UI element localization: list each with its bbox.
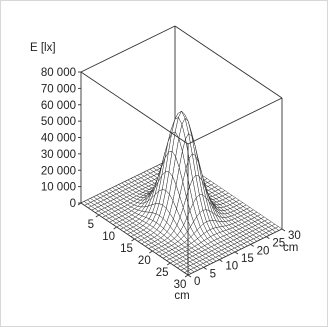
z-axis-label: E [lx] — [30, 42, 56, 54]
z-tick-label: 20 000 — [41, 165, 76, 177]
x-tick — [77, 202, 82, 206]
x-tick-label: 20 — [138, 255, 151, 267]
y-tick — [187, 274, 192, 278]
y-tick — [219, 259, 223, 263]
z-tick-label: 0 — [70, 198, 76, 210]
y-tick-label: 20 — [257, 245, 270, 257]
z-tick-label: 30 000 — [41, 149, 76, 161]
z-tick-label: 60 000 — [41, 100, 76, 112]
x-tick — [95, 214, 100, 218]
x-tick — [184, 274, 189, 278]
y-tick — [234, 251, 239, 255]
y-tick-label: 15 — [241, 253, 254, 265]
axis-ticks: 0 10 000 20 000 30 000 40 000 50 000 60 000 70 … — [41, 67, 301, 302]
box-edge-top-left — [80, 25, 176, 73]
x-tick-label: 15 — [120, 243, 133, 255]
x-tick-label: 5 — [88, 219, 94, 231]
y-tick — [281, 228, 286, 232]
y-tick-label: 0 — [194, 276, 200, 288]
x-tick — [149, 250, 153, 254]
box-edge-top-front — [80, 71, 189, 145]
z-tick-label: 10 000 — [41, 182, 76, 194]
y-axis-label: cm — [283, 242, 298, 254]
x-axis-label: cm — [174, 290, 189, 302]
y-tick-label: 5 — [210, 268, 216, 280]
z-tick-label: 80 000 — [41, 67, 76, 79]
x-tick — [166, 262, 171, 266]
box-edge-top-right — [187, 97, 283, 145]
z-tick-label: 50 000 — [41, 116, 76, 128]
y-tick-label: 30 — [288, 230, 301, 242]
box-edge-top-back — [174, 25, 283, 99]
z-tick-label: 70 000 — [41, 83, 76, 95]
x-tick-label: 25 — [156, 267, 169, 279]
x-tick-label: 10 — [102, 231, 115, 243]
y-tick-label: 10 — [225, 261, 238, 273]
x-tick — [131, 238, 135, 242]
z-tick-label: 40 000 — [41, 133, 76, 145]
y-tick — [203, 266, 207, 270]
surface-mesh — [80, 110, 283, 276]
x-tick-label: 30 — [174, 279, 187, 291]
y-tick — [266, 236, 270, 240]
y-tick-label: 25 — [272, 238, 285, 250]
x-tick — [113, 226, 117, 230]
y-tick — [250, 243, 254, 247]
